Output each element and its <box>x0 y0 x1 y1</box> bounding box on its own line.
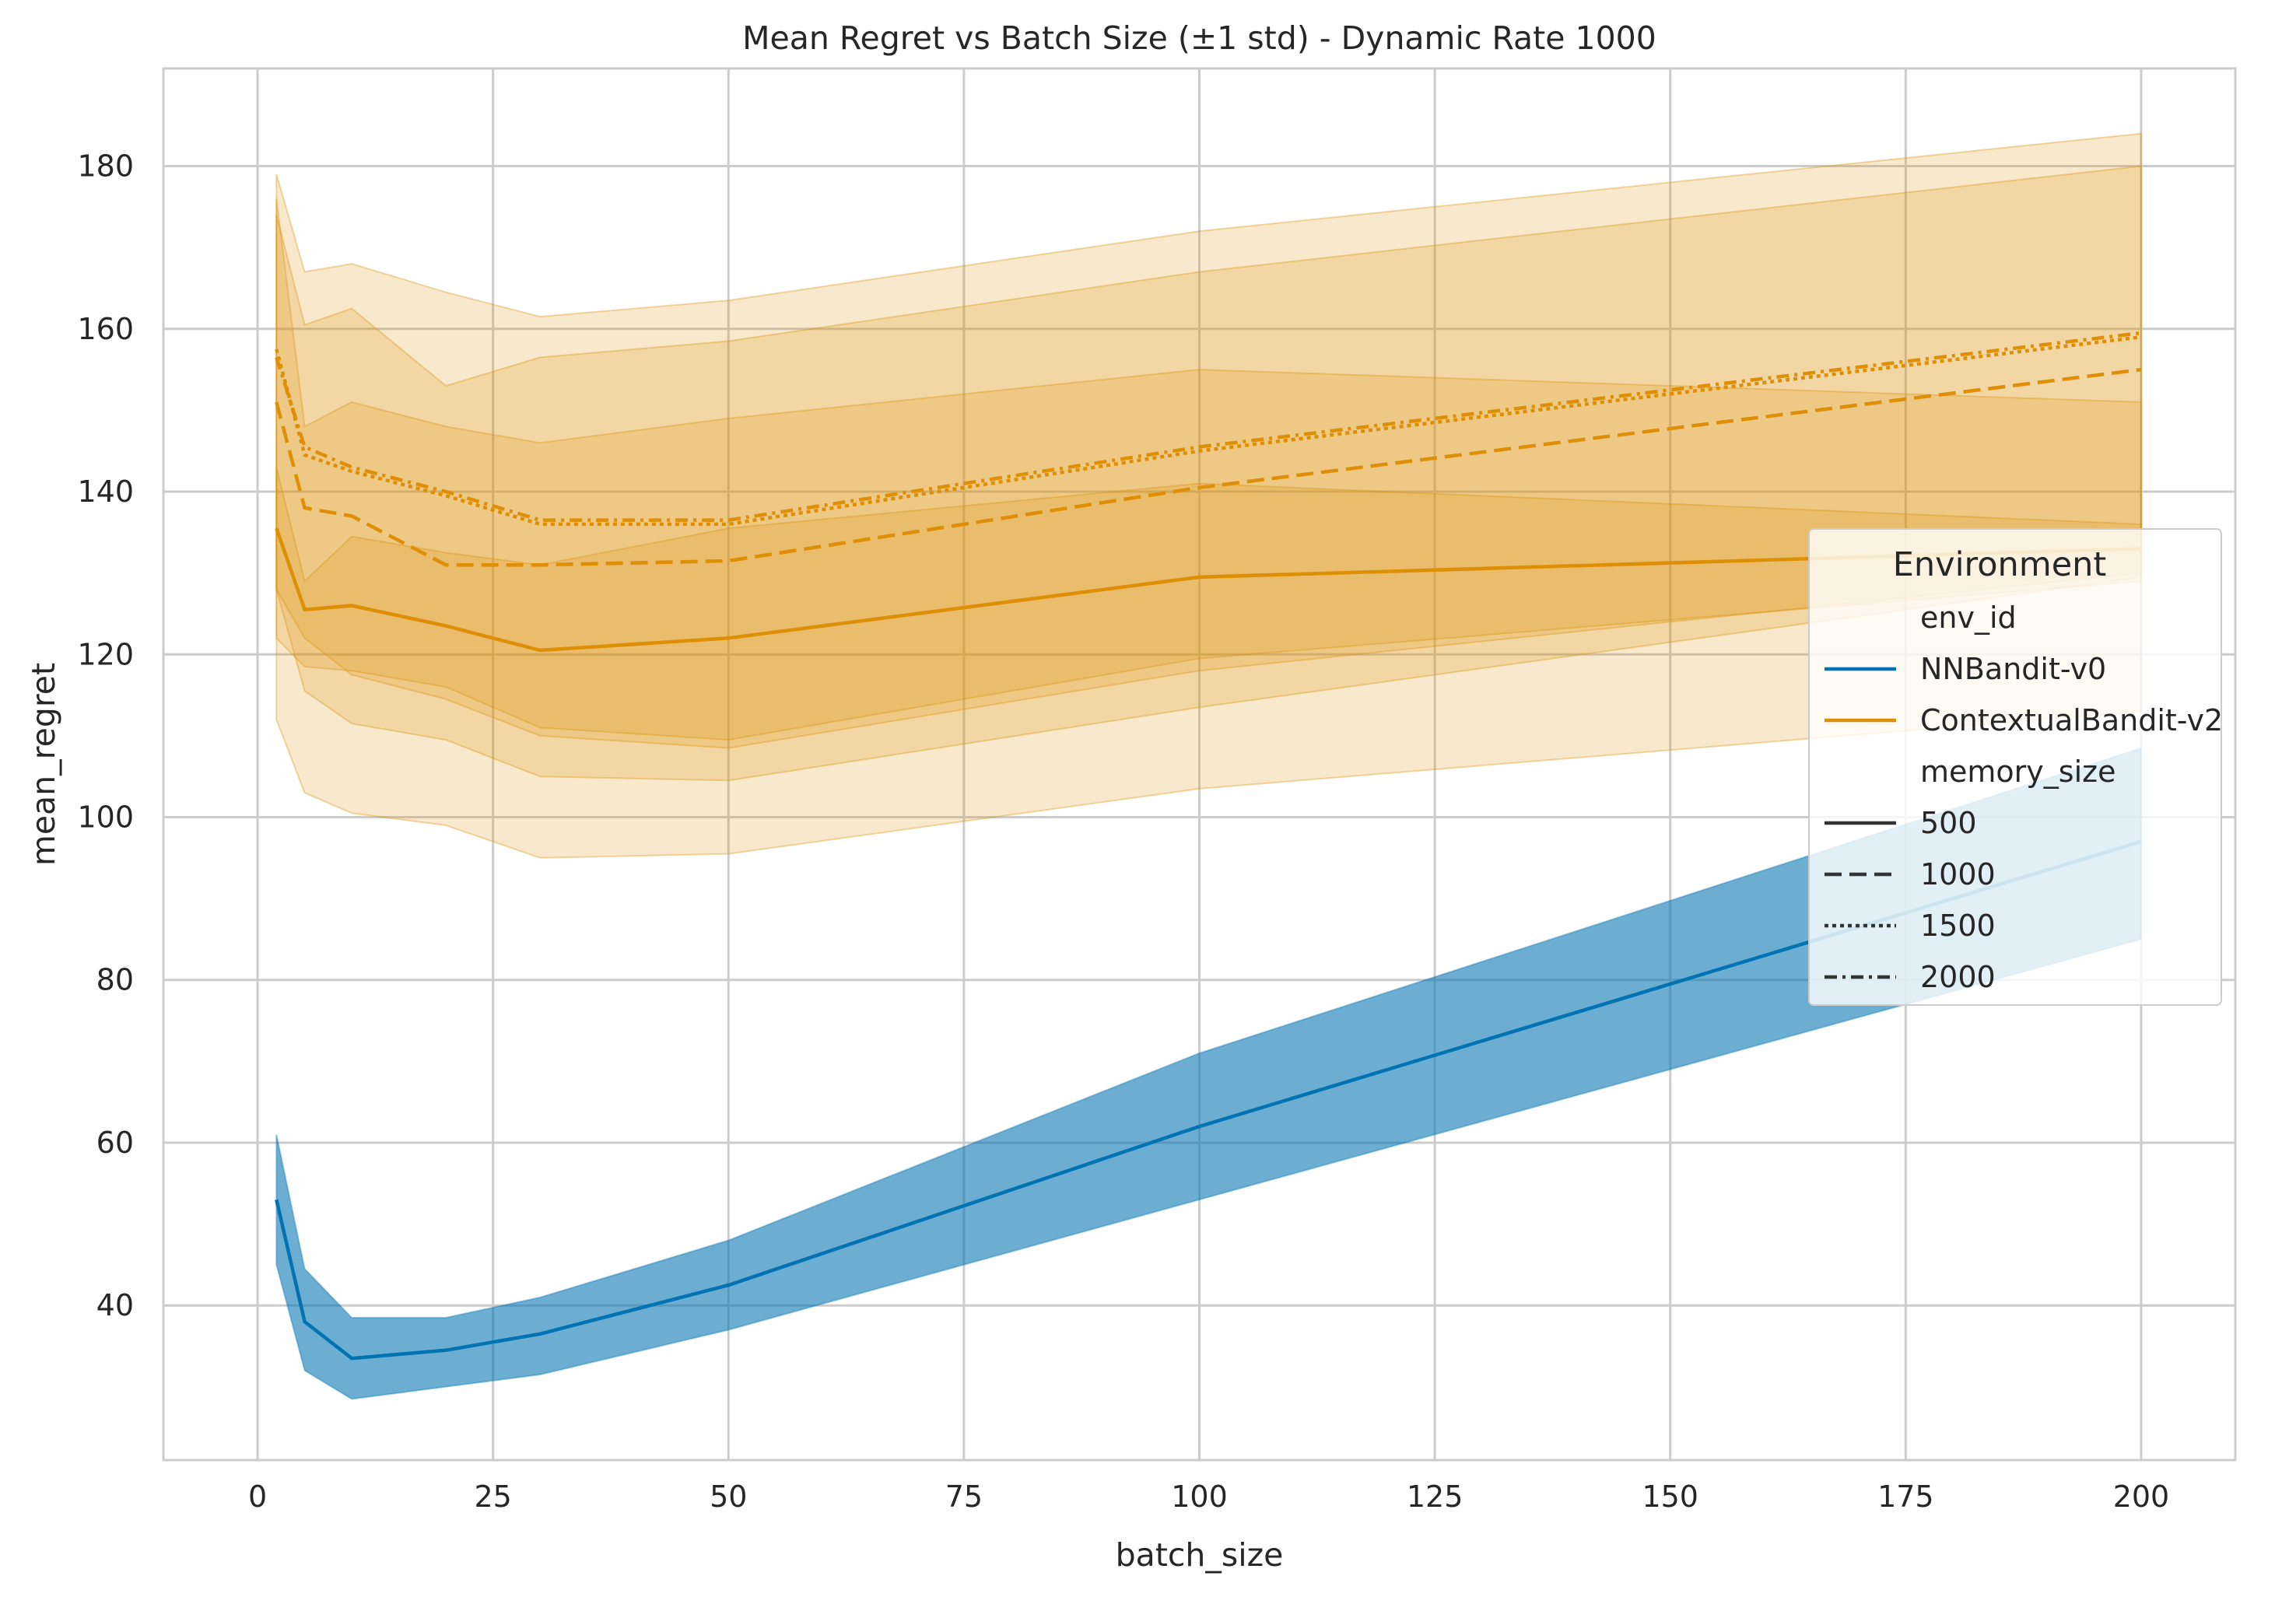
x-tick-label: 150 <box>1642 1480 1698 1514</box>
series-line <box>275 367 2142 567</box>
legend-label: NNBandit-v0 <box>1920 652 2106 686</box>
chart-title: Mean Regret vs Batch Size (±1 std) - Dyn… <box>742 19 1656 57</box>
series-line <box>275 331 2142 522</box>
legend-label: ContextualBandit-v2 <box>1920 703 2223 737</box>
y-tick-label: 160 <box>77 312 134 346</box>
legend-title: Environment <box>1893 545 2107 584</box>
x-tick-label: 25 <box>474 1480 511 1514</box>
series-line <box>275 334 2142 527</box>
x-tick-label: 75 <box>945 1480 983 1514</box>
legend-items: env_id NNBandit-v0 ContextualBandit-v2 memo… <box>1825 601 2223 994</box>
y-tick-label: 180 <box>77 149 134 184</box>
y-tick-label: 40 <box>96 1288 134 1322</box>
std-bands <box>275 132 2142 1400</box>
y-tick-labels: 40 60 80 100 120 140 160 180 <box>77 149 134 1323</box>
series-line <box>275 839 2142 1361</box>
y-tick-label: 120 <box>77 637 134 671</box>
x-tick-label: 200 <box>2113 1480 2170 1514</box>
x-tick-label: 50 <box>710 1480 747 1514</box>
legend-label: 1000 <box>1920 857 1996 891</box>
plot-frame <box>162 67 2237 1462</box>
x-tick-labels: 0 25 50 75 100 125 150 175 200 <box>248 1480 2169 1514</box>
series-lines <box>275 331 2142 1361</box>
legend-label: 1500 <box>1920 909 1996 943</box>
x-axis-title: batch_size <box>1116 1536 1284 1574</box>
legend: Environment env_id NNBandit-v0 ContextualB… <box>1808 528 2223 1006</box>
legend-label: 2000 <box>1920 960 1996 994</box>
y-tick-label: 60 <box>96 1126 134 1160</box>
legend-style-title: memory_size <box>1920 755 2115 789</box>
y-tick-label: 80 <box>96 963 134 997</box>
y-axis-title: mean_regret <box>25 663 62 866</box>
x-tick-label: 100 <box>1171 1480 1228 1514</box>
legend-box <box>1808 528 2222 1006</box>
y-tick-label: 140 <box>77 475 134 509</box>
x-tick-label: 0 <box>248 1480 267 1514</box>
series-line <box>275 527 2142 653</box>
legend-hue-title: env_id <box>1920 601 2017 635</box>
x-tick-label: 125 <box>1407 1480 1463 1514</box>
y-tick-label: 100 <box>77 800 134 835</box>
x-tick-label: 175 <box>1877 1480 1934 1514</box>
legend-label: 500 <box>1920 806 1977 840</box>
